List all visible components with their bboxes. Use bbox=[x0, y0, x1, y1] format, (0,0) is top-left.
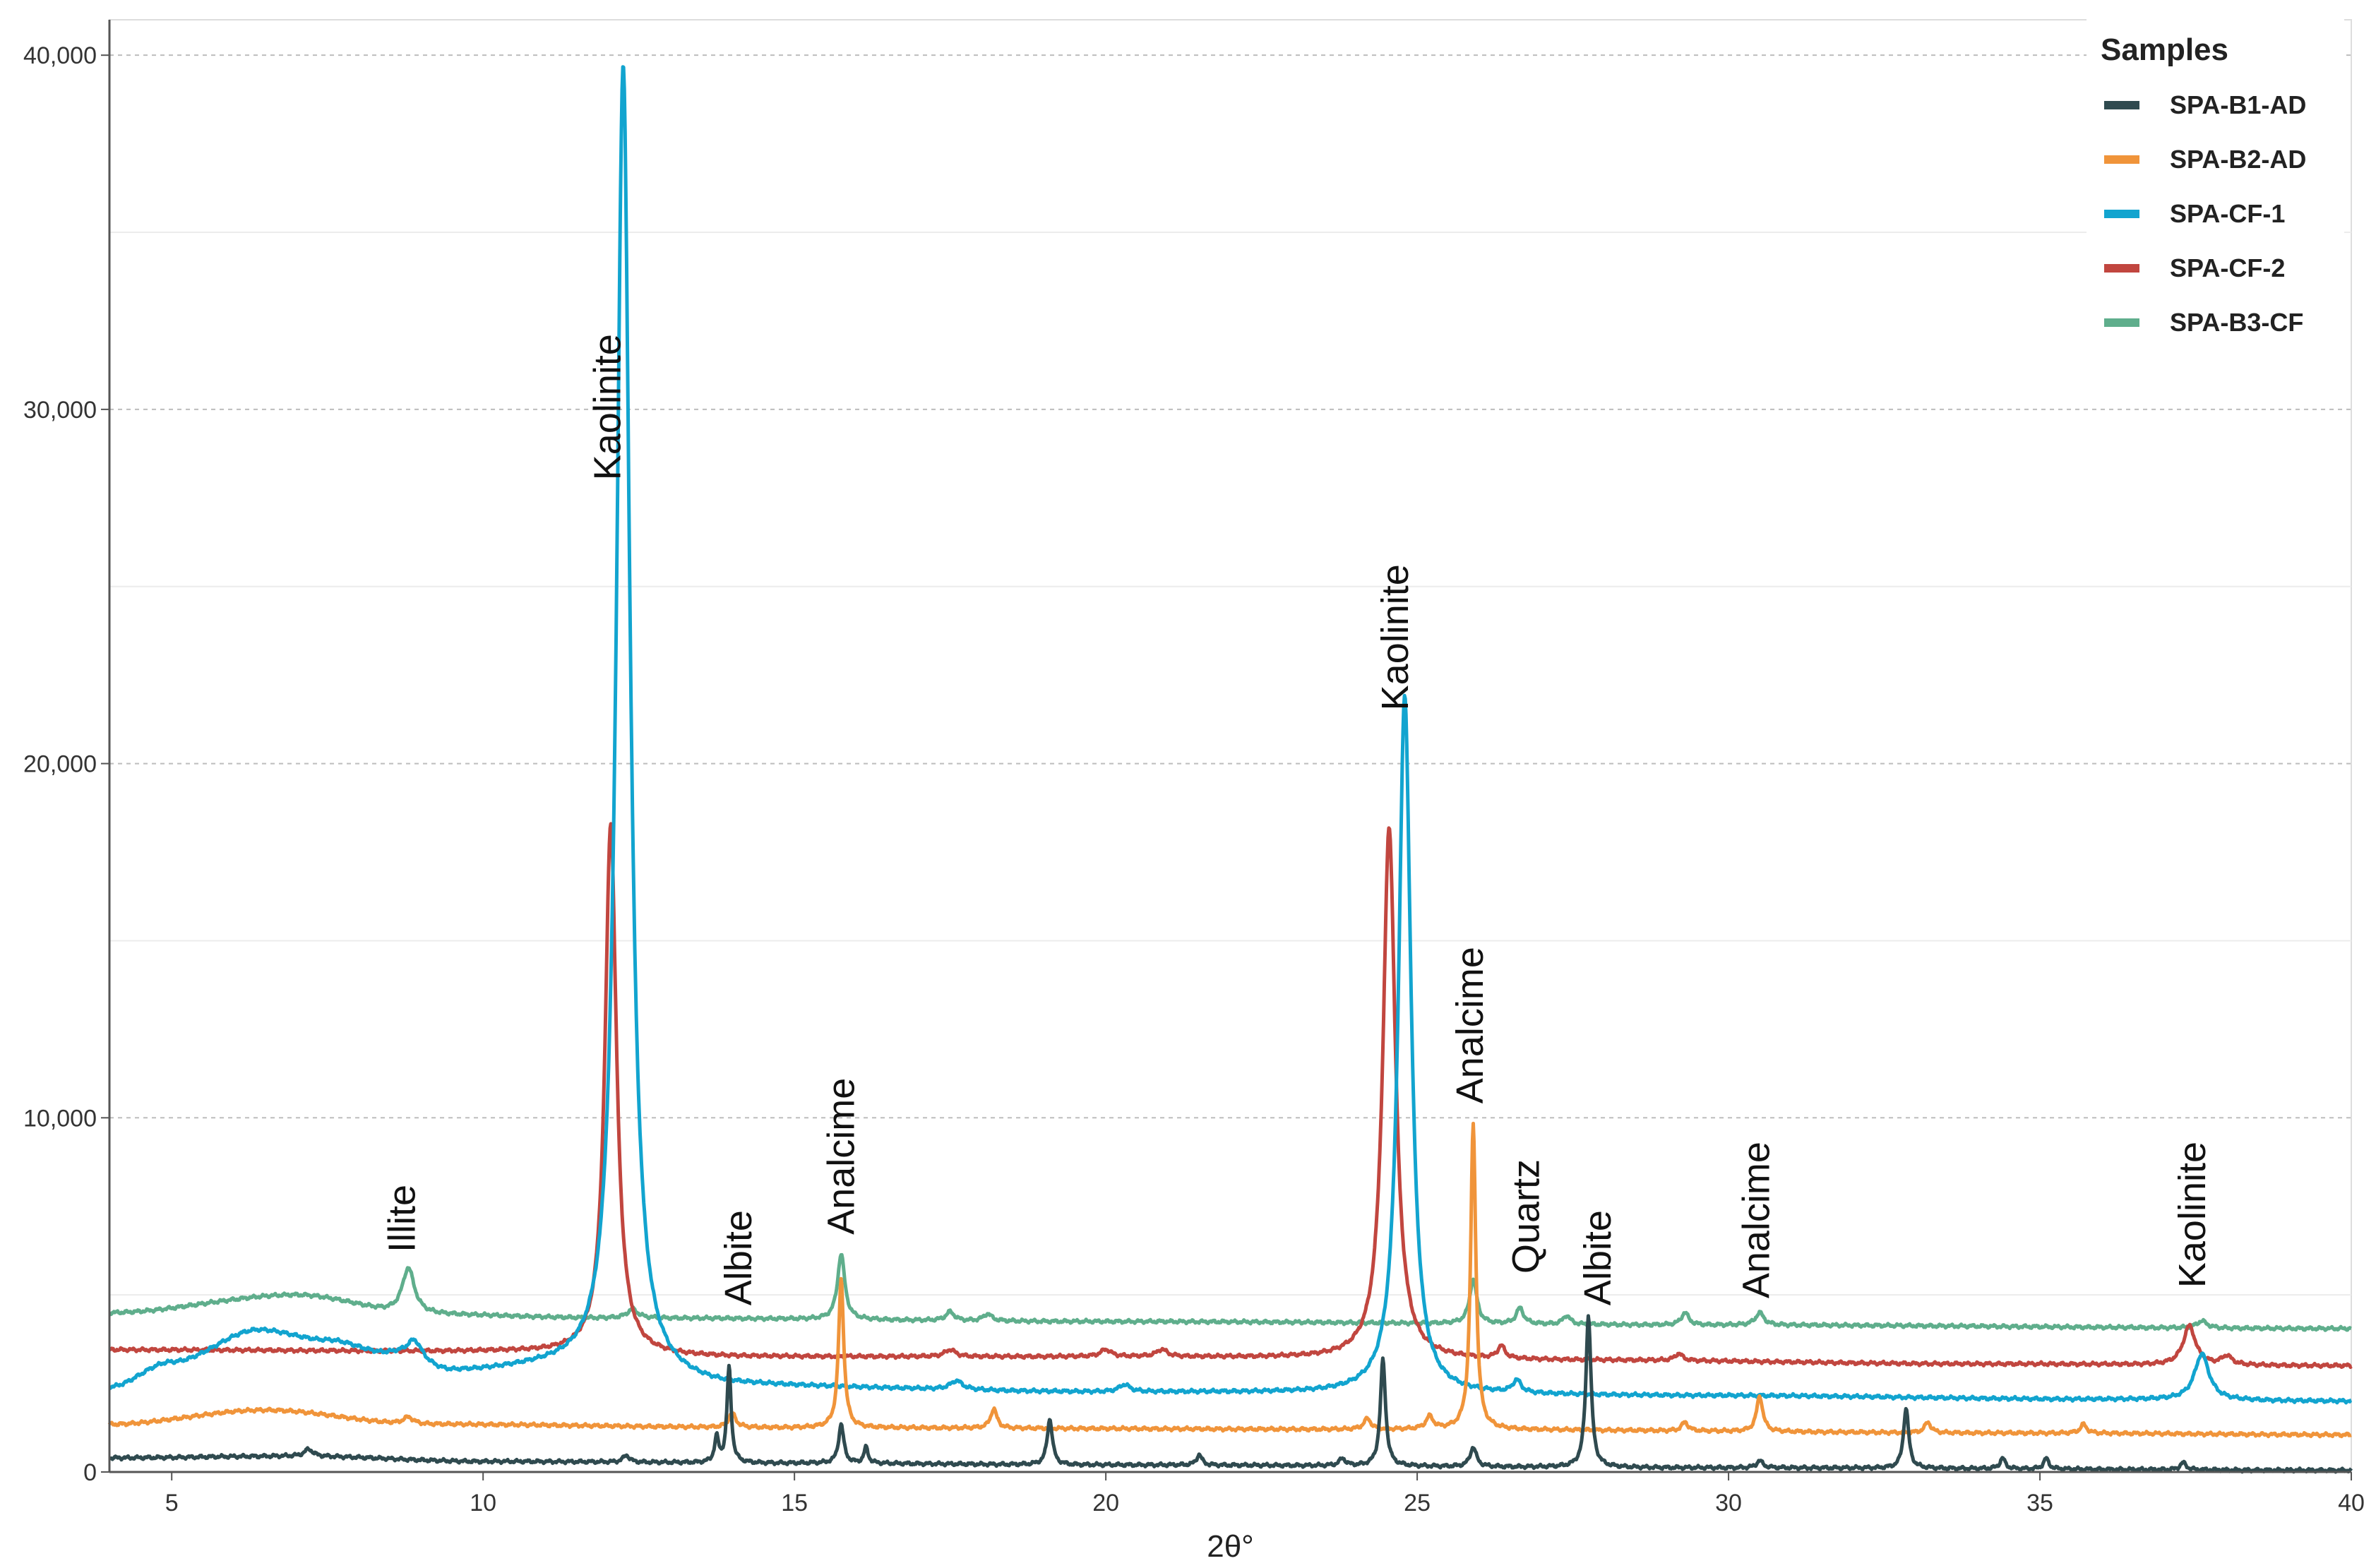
gridlines bbox=[109, 54, 2351, 1296]
series-line-spa-cf-2 bbox=[108, 822, 2353, 1370]
peak-annotations: Illite Kaolinite Albite Analcime Kaolinite An… bbox=[381, 334, 2214, 1305]
x-tick-label: 25 bbox=[1404, 1490, 1431, 1516]
legend-title: Samples bbox=[2101, 32, 2228, 67]
y-tick-label: 20,000 bbox=[23, 751, 97, 778]
legend-label: SPA-B3-CF bbox=[2170, 308, 2303, 337]
peak-label-albite: Albite bbox=[717, 1210, 760, 1305]
y-tick-label: 40,000 bbox=[23, 42, 97, 69]
x-tick-label: 40 bbox=[2338, 1490, 2365, 1516]
x-tick-label: 5 bbox=[165, 1490, 179, 1516]
legend-label: SPA-CF-2 bbox=[2170, 253, 2285, 282]
x-tick-label: 20 bbox=[1092, 1490, 1119, 1516]
x-axis-title: 2θ° bbox=[1207, 1529, 1254, 1564]
y-tick-label: 30,000 bbox=[23, 397, 97, 424]
legend-swatch bbox=[2104, 264, 2139, 273]
legend-label: SPA-CF-1 bbox=[2170, 199, 2285, 228]
legend-swatch bbox=[2104, 155, 2139, 164]
legend-label: SPA-B1-AD bbox=[2170, 90, 2306, 119]
peak-label-kaolinite: Kaolinite bbox=[1374, 564, 1416, 710]
legend-swatch bbox=[2104, 318, 2139, 327]
legend: Samples SPA-B1-AD SPA-B2-AD SPA-CF-1 SPA-CF… bbox=[2087, 14, 2344, 346]
legend-background bbox=[2087, 14, 2344, 346]
legend-label: SPA-B2-AD bbox=[2170, 145, 2306, 174]
peak-label-analcime: Analcime bbox=[820, 1078, 862, 1235]
peak-label-albite: Albite bbox=[1577, 1210, 1619, 1305]
y-axis: 0 10,000 20,000 30,000 40,000 bbox=[23, 20, 111, 1486]
legend-entries: SPA-B1-AD SPA-B2-AD SPA-CF-1 SPA-CF-2 SPA-B3… bbox=[2104, 90, 2306, 337]
x-tick-label: 10 bbox=[470, 1490, 496, 1516]
series-line-spa-b1-ad bbox=[108, 1314, 2353, 1474]
series-line-spa-b2-ad bbox=[107, 1121, 2353, 1439]
series-layer bbox=[107, 65, 2353, 1474]
y-tick-label: 10,000 bbox=[23, 1105, 97, 1132]
legend-swatch bbox=[2104, 101, 2139, 109]
y-tick-label: 0 bbox=[83, 1459, 97, 1486]
peak-label-kaolinite: Kaolinite bbox=[587, 334, 629, 480]
peak-label-analcime: Analcime bbox=[1449, 947, 1491, 1103]
legend-swatch bbox=[2104, 210, 2139, 218]
series-line-spa-cf-1 bbox=[108, 65, 2353, 1405]
x-tick-label: 30 bbox=[1715, 1490, 1742, 1516]
x-axis: 5 10 15 20 25 30 35 40 bbox=[109, 1471, 2365, 1516]
peak-label-quartz: Quartz bbox=[1505, 1159, 1547, 1274]
peak-label-analcime: Analcime bbox=[1736, 1142, 1778, 1298]
peak-label-illite: Illite bbox=[381, 1185, 424, 1252]
x-tick-label: 15 bbox=[781, 1490, 808, 1516]
peak-label-kaolinite: Kaolinite bbox=[2171, 1142, 2214, 1288]
x-tick-label: 35 bbox=[2026, 1490, 2053, 1516]
series-line-spa-b3-cf bbox=[108, 1252, 2353, 1332]
